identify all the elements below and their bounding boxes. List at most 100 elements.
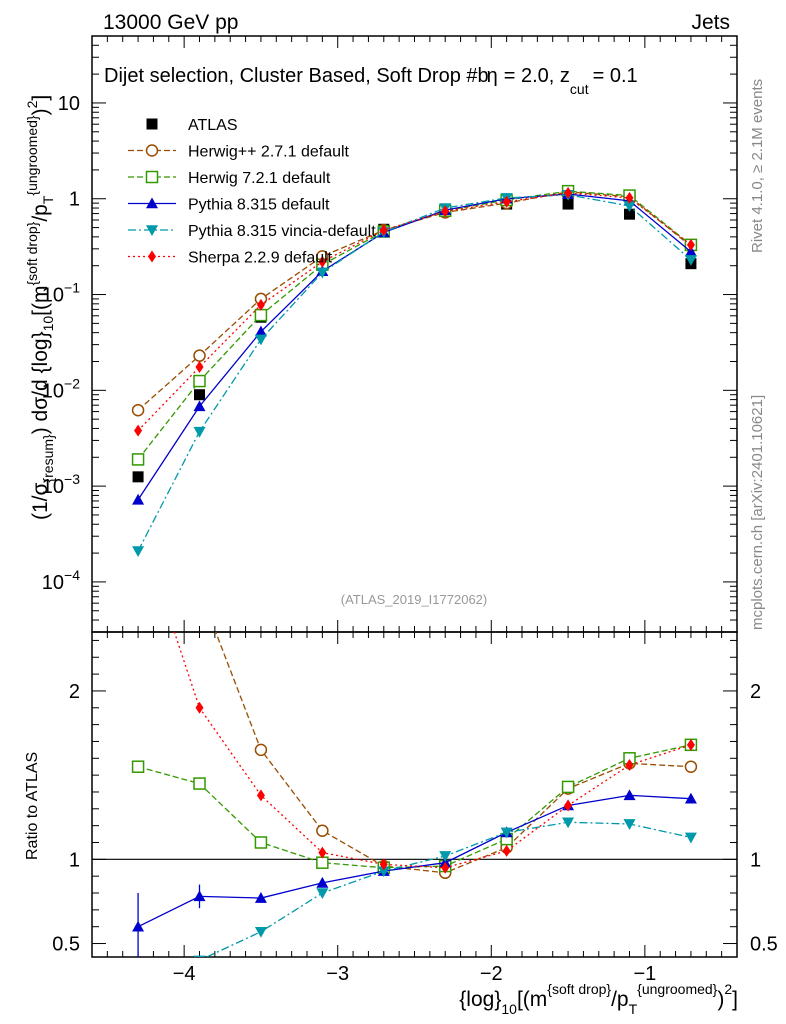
- main-point-sherpa-2-2-9-default: [195, 361, 204, 374]
- ratio-series-group: [131, 180, 698, 957]
- ratio-point-herwig-7-2-1-default: [193, 777, 206, 790]
- main-series-group: [131, 184, 698, 558]
- main-y-tick-label: 10: [58, 93, 80, 115]
- ratio-line-herwig-2-7-1-default: [214, 632, 691, 874]
- legend-marker-sherpa-2-2-9-default: [148, 250, 156, 263]
- main-point-pythia-8-315-vincia-default: [684, 255, 697, 266]
- ratio-point-pythia-8-315-vincia-default: [254, 926, 267, 938]
- ratio-point-pythia-8-315-vincia-default: [193, 955, 206, 957]
- legend-marker-atlas: [146, 118, 158, 130]
- ratio-point-herwig-7-2-1-default: [131, 760, 145, 773]
- main-point-pythia-8-315-vincia-default: [193, 426, 206, 438]
- ratio-point-pythia-8-315-default: [623, 789, 636, 801]
- atlas-data-point: [194, 389, 205, 401]
- x-tick-label: −4: [173, 963, 196, 985]
- ratio-point-sherpa-2-2-9-default: [256, 789, 265, 802]
- ratio-y-tick-label-left: 1: [69, 849, 80, 871]
- ratio-line-herwig-7-2-1-default: [137, 744, 692, 869]
- main-point-herwig-7-2-1-default: [254, 308, 268, 322]
- ratio-point-herwig-7-2-1-default: [316, 856, 329, 869]
- ratio-point-pythia-8-315-vincia-default: [316, 888, 329, 900]
- legend-marker-pythia-8-315-vincia-default: [146, 225, 158, 236]
- main-point-herwig-7-2-1-default: [131, 453, 145, 466]
- mcplots-label: mcplots.cern.ch [arXiv:2401.10621]: [749, 395, 766, 630]
- main-y-tick-label: 1: [69, 189, 80, 211]
- ratio-point-sherpa-2-2-9-default: [502, 844, 511, 857]
- ratio-point-pythia-8-315-vincia-default: [623, 819, 636, 830]
- main-y-tick-label: 10−3: [42, 471, 80, 498]
- ratio-y-axis-label: Ratio to ATLAS: [24, 752, 41, 860]
- main-point-sherpa-2-2-9-default: [379, 224, 388, 237]
- ratio-y-tick-label-right: 0.5: [750, 934, 778, 956]
- rivet-label: Rivet 4.1.0, ≥ 2.1M events: [749, 79, 766, 253]
- ratio-point-sherpa-2-2-9-default: [379, 858, 388, 871]
- ratio-point-herwig-2-7-1-default: [194, 584, 205, 595]
- legend-marker-pythia-8-315-default: [146, 197, 158, 209]
- legend-label-atlas: ATLAS: [188, 117, 238, 134]
- ratio-y-tick-label-left: 2: [69, 681, 80, 703]
- ratio-point-pythia-8-315-vincia-default: [562, 817, 575, 829]
- ratio-point-herwig-2-7-1-default: [684, 760, 698, 773]
- ratio-line-pythia-8-315-default: [137, 794, 691, 928]
- selection-title: Dijet selection, Cluster Based, Soft Dro…: [104, 65, 638, 97]
- legend-label-sherpa-2-2-9-default: Sherpa 2.2.9 default: [188, 250, 333, 267]
- ratio-point-herwig-2-7-1-default: [254, 743, 268, 757]
- ratio-y-tick-label-left: 0.5: [52, 934, 80, 956]
- legend-label-pythia-8-315-vincia-default: Pythia 8.315 vincia-default: [188, 223, 376, 240]
- x-axis-label: {log}10[(m{soft drop}/pT{ungroomed})2]: [459, 981, 738, 1017]
- main-point-sherpa-2-2-9-default: [441, 205, 450, 218]
- ratio-point-herwig-7-2-1-default: [561, 780, 575, 794]
- legend: ATLAS Herwig++ 2.7.1 default Herwig 7.2.1 …: [128, 117, 376, 267]
- main-y-tick-label: 10−1: [42, 280, 80, 307]
- ratio-point-pythia-8-315-default: [132, 920, 145, 932]
- main-point-sherpa-2-2-9-default: [625, 191, 634, 204]
- atlas-data-point: [624, 208, 635, 220]
- main-point-pythia-8-315-vincia-default: [254, 334, 267, 346]
- ratio-point-pythia-8-315-vincia-default: [439, 851, 452, 862]
- ratio-point-sherpa-2-2-9-default: [625, 759, 634, 772]
- ratio-point-herwig-2-7-1-default: [316, 824, 329, 837]
- ratio-point-pythia-8-315-default: [316, 876, 329, 888]
- ratio-point-herwig-7-2-1-default: [254, 836, 268, 849]
- ratio-point-sherpa-2-2-9-default: [686, 738, 695, 751]
- main-point-sherpa-2-2-9-default: [256, 298, 265, 311]
- axis-ticks: −4 −3 −2 −1 10−4 10−3 10−2 10−1 1 10 0.5 1 2 0.5 1 2: [42, 35, 778, 985]
- legend-marker-herwig-7-2-1-default: [145, 170, 159, 184]
- main-y-axis-label: (1/σ{resum}) dσ/d {log}10[(m{soft drop}/…: [24, 95, 56, 520]
- legend-label-herwig-7-2-1-default: Herwig 7.2.1 default: [188, 170, 331, 187]
- legend-label-herwig-2-7-1-default: Herwig++ 2.7.1 default: [188, 144, 350, 161]
- ratio-point-pythia-8-315-vincia-default: [684, 832, 697, 844]
- main-point-sherpa-2-2-9-default: [134, 424, 143, 437]
- ratio-point-pythia-8-315-vincia-default: [377, 866, 390, 878]
- ratio-plot-frame: [91, 631, 738, 958]
- ratio-y-tick-label-right: 1: [750, 849, 761, 871]
- ratio-point-pythia-8-315-default: [254, 892, 267, 903]
- ratio-y-tick-label-right: 2: [750, 681, 761, 703]
- ratio-point-sherpa-2-2-9-default: [564, 799, 573, 812]
- analysis-id: (ATLAS_2019_I1772062): [341, 592, 487, 607]
- legend-marker-herwig-2-7-1-default: [145, 144, 159, 157]
- atlas-data-point: [562, 198, 574, 210]
- main-point-pythia-8-315-vincia-default: [316, 267, 329, 279]
- ratio-point-herwig-2-7-1-default: [133, 180, 144, 191]
- main-point-pythia-8-315-vincia-default: [132, 546, 145, 558]
- main-point-pythia-8-315-default: [132, 493, 145, 505]
- ratio-point-sherpa-2-2-9-default: [441, 861, 450, 874]
- ratio-line-pythia-8-315-vincia-default: [205, 821, 692, 957]
- main-line-herwig-2-7-1-default: [137, 191, 692, 411]
- ratio-point-sherpa-2-2-9-default: [195, 701, 204, 714]
- main-point-sherpa-2-2-9-default: [318, 255, 327, 268]
- main-point-pythia-8-315-default: [684, 245, 697, 257]
- main-point-pythia-8-315-default: [254, 325, 267, 337]
- ratio-point-sherpa-2-2-9-default: [318, 846, 327, 859]
- main-point-sherpa-2-2-9-default: [502, 195, 511, 208]
- main-line-pythia-8-315-vincia-default: [137, 194, 692, 552]
- main-point-herwig-2-7-1-default: [131, 403, 145, 417]
- ratio-point-pythia-8-315-default: [684, 792, 697, 804]
- main-point-herwig-2-7-1-default: [193, 349, 206, 362]
- x-tick-label: −3: [326, 963, 349, 985]
- main-point-pythia-8-315-vincia-default: [623, 201, 636, 213]
- legend-label-pythia-8-315-default: Pythia 8.315 default: [188, 197, 330, 214]
- main-point-pythia-8-315-default: [193, 400, 206, 412]
